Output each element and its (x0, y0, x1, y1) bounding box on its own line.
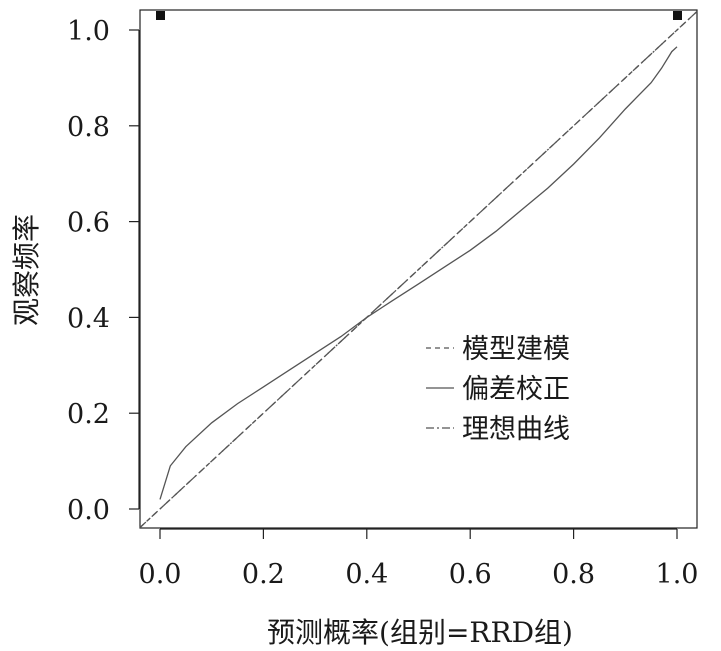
plot-frame (139, 9, 698, 529)
x-tick-label: 0.6 (449, 559, 492, 590)
legend-label-model-fit: 模型建模 (462, 334, 570, 365)
y-tick-label: 0.6 (67, 208, 110, 239)
y-tick-label: 0.0 (67, 495, 110, 526)
y-axis: 0.0 0.2 0.4 0.6 0.8 1.0 (67, 16, 140, 526)
y-axis-label: 观察频率 (10, 214, 43, 326)
series-line-bias-corrected (159, 46, 678, 500)
y-tick-label: 0.4 (67, 303, 110, 334)
series-line-ideal (139, 11, 698, 528)
x-tick-label: 0.0 (139, 559, 182, 590)
series-lines (139, 11, 698, 528)
legend-label-ideal: 理想曲线 (462, 414, 570, 445)
rug-marker-1 (673, 11, 682, 20)
y-tick-label: 0.8 (67, 112, 110, 143)
x-tick-label: 1.0 (656, 559, 699, 590)
x-axis-label: 预测概率(组别=RRD组) (267, 616, 573, 649)
rug-marker-0 (156, 11, 165, 20)
rug-markers (156, 11, 682, 20)
x-tick-label: 0.8 (552, 559, 595, 590)
x-axis: 0.0 0.2 0.4 0.6 0.8 1.0 (139, 528, 699, 590)
y-tick-label: 0.2 (67, 399, 110, 430)
legend-label-bias-corrected: 偏差校正 (462, 374, 570, 405)
x-tick-label: 0.4 (345, 559, 388, 590)
y-tick-label: 1.0 (67, 16, 110, 47)
x-tick-label: 0.2 (242, 559, 285, 590)
